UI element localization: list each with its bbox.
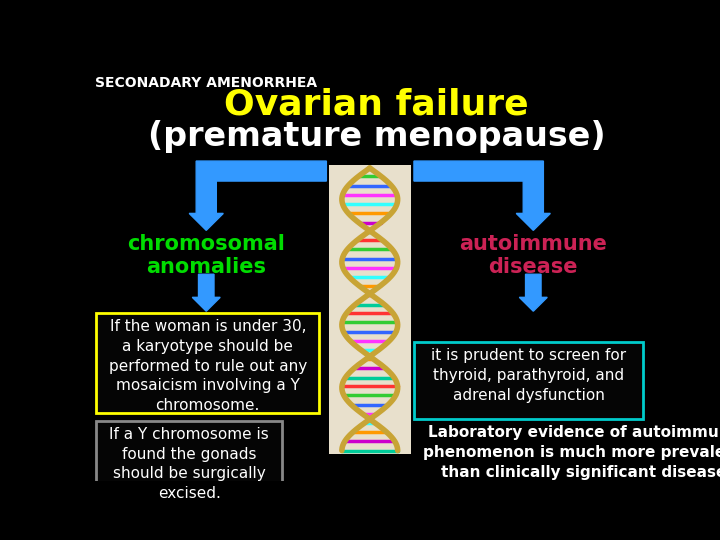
FancyBboxPatch shape — [414, 342, 644, 419]
Polygon shape — [414, 161, 550, 231]
Text: Laboratory evidence of autoimmune
phenomenon is much more prevalent
than clinica: Laboratory evidence of autoimmune phenom… — [423, 425, 720, 480]
Polygon shape — [519, 274, 547, 311]
Text: (premature menopause): (premature menopause) — [148, 120, 606, 153]
FancyBboxPatch shape — [96, 313, 320, 413]
Text: Ovarian failure: Ovarian failure — [225, 88, 529, 122]
Text: If a Y chromosome is
found the gonads
should be surgically
excised.: If a Y chromosome is found the gonads sh… — [109, 427, 269, 501]
Text: If the woman is under 30,
a karyotype should be
performed to rule out any
mosaic: If the woman is under 30, a karyotype sh… — [109, 319, 307, 413]
Text: chromosomal
anomalies: chromosomal anomalies — [127, 234, 285, 278]
Text: SECONADARY AMENORRHEA: SECONADARY AMENORRHEA — [94, 76, 317, 90]
Text: autoimmune
disease: autoimmune disease — [459, 234, 607, 278]
Polygon shape — [192, 274, 220, 311]
FancyBboxPatch shape — [96, 421, 282, 504]
Polygon shape — [189, 161, 326, 231]
FancyBboxPatch shape — [329, 165, 411, 454]
Text: it is prudent to screen for
thyroid, parathyroid, and
adrenal dysfunction: it is prudent to screen for thyroid, par… — [431, 348, 626, 403]
